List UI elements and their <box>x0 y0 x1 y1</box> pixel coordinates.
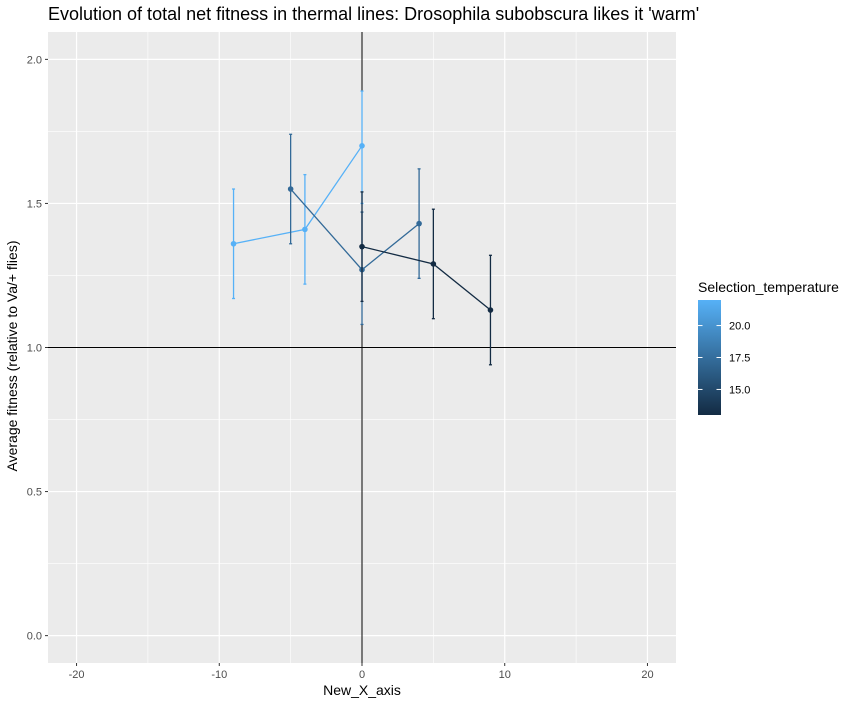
chart-title: Evolution of total net fitness in therma… <box>48 4 699 24</box>
data-point <box>359 243 365 250</box>
x-tick-label: 20 <box>641 669 653 681</box>
y-tick-label: 1.0 <box>27 343 42 355</box>
legend-title: Selection_temperature <box>698 279 839 295</box>
y-tick-label: 0.0 <box>27 631 42 643</box>
y-tick-label: 2.0 <box>27 54 42 66</box>
legend-label: 17.5 <box>729 353 750 365</box>
series-layer <box>230 90 494 366</box>
series-group <box>230 90 365 300</box>
x-tick-label: -20 <box>69 669 85 681</box>
x-axis-label: New_X_axis <box>323 682 401 698</box>
x-tick-label: 10 <box>499 669 511 681</box>
legend-label: 15.0 <box>729 384 750 396</box>
data-point <box>287 186 294 192</box>
data-point <box>487 307 494 313</box>
data-point <box>430 261 437 267</box>
y-tick-label: 0.5 <box>27 487 42 499</box>
x-tick-label: 0 <box>359 669 365 681</box>
y-axis-ticks: 0.0 0.5 1.0 1.5 2.0 <box>27 54 48 643</box>
legend: Selection_temperature 20.0 17.5 15.0 <box>698 279 839 415</box>
data-point <box>302 226 308 233</box>
y-tick-label: 1.5 <box>27 198 42 210</box>
x-axis-ticks: -20 -10 0 10 20 <box>69 663 654 681</box>
data-point <box>416 220 422 227</box>
data-point <box>230 240 237 247</box>
legend-label: 20.0 <box>729 321 750 333</box>
data-point <box>359 143 365 149</box>
x-tick-label: -10 <box>211 669 227 681</box>
series-group <box>359 191 494 366</box>
y-axis-label: Average fitness (relative to Va/+ flies) <box>4 241 20 472</box>
legend-colorbar <box>698 300 721 415</box>
legend-ticks: 20.0 17.5 15.0 <box>698 321 750 396</box>
